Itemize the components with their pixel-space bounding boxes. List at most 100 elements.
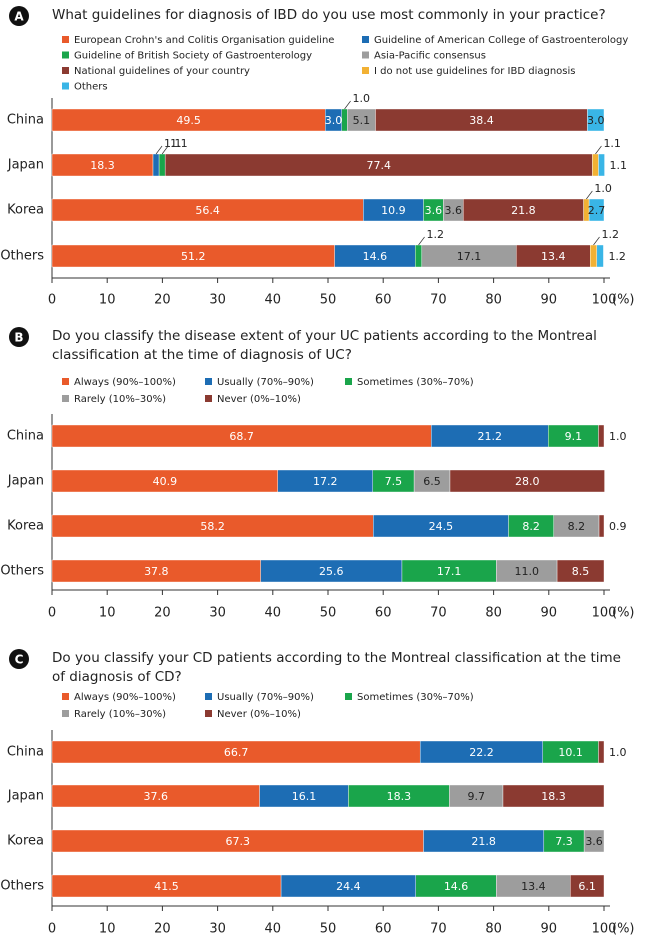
value-label: 1.2 [608,250,626,263]
category-label: Others [0,879,44,894]
x-tick-label: 60 [375,293,392,308]
value-label: 66.7 [224,746,249,759]
value-label: 5.1 [353,114,371,127]
category-label: Japan [7,474,44,489]
legend-swatch [205,693,212,700]
bar-segment [415,244,423,268]
bar-segment [590,244,598,268]
panel-title: Do you classify the disease extent of yo… [52,328,597,363]
x-tick-label: 40 [265,922,282,937]
legend-swatch [345,378,352,385]
value-label: 1.0 [594,182,612,195]
chart: A European Crohn's and Colitis Organisati… [0,6,635,308]
value-label: 17.1 [457,250,482,263]
value-label: 21.8 [511,204,536,217]
legend-swatch [345,693,352,700]
bar-segment [592,153,599,177]
legend-label: Sometimes (30%–70%) [357,692,474,703]
legend-label: Rarely (10%–30%) [74,394,166,405]
panel: A European Crohn's and Colitis Organisati… [0,0,651,315]
leader-line [586,190,593,200]
x-tick-label: 90 [541,922,558,937]
bar-segment [152,153,160,177]
value-label: 37.8 [144,565,169,578]
leader-line [593,236,600,246]
value-label: 1.2 [602,228,620,241]
bar-segment [598,424,605,448]
x-tick-label: 30 [209,293,226,308]
value-label: 16.1 [292,790,317,803]
bar-segment [502,784,605,808]
x-unit: (%) [612,606,635,621]
legend: European Crohn's and Colitis Organisatio… [62,35,628,93]
value-label: 11.0 [514,565,539,578]
panel-title: What guidelines for diagnosis of IBD do … [52,7,606,23]
x-tick-label: 10 [99,922,116,937]
chart: B Always (90%–100%) Usually (70%–90%) Somet… [0,327,635,621]
x-tick-label: 10 [99,606,116,621]
x-tick-label: 50 [320,922,337,937]
value-label: 14.6 [363,250,388,263]
category-label: Others [0,249,44,264]
x-tick-label: 80 [485,606,502,621]
legend-swatch [62,710,69,717]
value-label: 1.0 [609,430,627,443]
x-tick-label: 80 [485,922,502,937]
bar-segment [583,829,605,853]
legend: Always (90%–100%) Usually (70%–90%) Someti… [62,377,474,405]
x-tick-label: 60 [375,922,392,937]
value-label: 0.9 [609,520,627,533]
legend-label: Guideline of American College of Gastroe… [374,35,628,46]
legend-swatch [205,378,212,385]
x-unit: (%) [612,922,635,937]
value-label: 18.3 [90,159,115,172]
x-tick-label: 20 [154,606,171,621]
x-tick-label: 20 [154,293,171,308]
value-label: 3.0 [587,114,605,127]
value-label: 40.9 [153,475,178,488]
x-tick-label: 70 [430,293,447,308]
value-label: 3.0 [325,114,343,127]
legend-label: Guideline of British Society of Gastroen… [74,51,312,62]
x-tick-label: 10 [99,293,116,308]
legend-label: Usually (70%–90%) [217,377,314,388]
value-label: 22.2 [469,746,494,759]
value-label: 25.6 [319,565,344,578]
legend-label: I do not use guidelines for IBD diagnosi… [374,66,575,77]
legend-swatch [62,82,69,90]
x-tick-label: 90 [541,293,558,308]
x-tick-label: 30 [209,606,226,621]
category-label: Japan [7,789,44,804]
legend-swatch [62,378,69,385]
legend-label: Asia-Pacific consensus [374,51,486,62]
leader-line [418,236,425,246]
value-label: 24.4 [336,880,361,893]
legend-swatch [362,67,369,74]
value-label: 10.9 [381,204,406,217]
bar-segment [570,874,605,898]
panel-label: C [15,653,24,667]
value-label: 3.6 [585,835,603,848]
legend-label: Others [74,82,108,93]
category-label: China [7,113,44,128]
bar-segment [598,153,605,177]
legend-swatch [62,395,69,402]
bar-segment [341,108,348,132]
category-label: Others [0,564,44,579]
panel-badge [9,327,29,347]
value-label: 28.0 [515,475,540,488]
value-label: 7.5 [385,475,403,488]
value-label: 38.4 [469,114,494,127]
legend-label: Sometimes (30%–70%) [357,377,474,388]
value-label: 56.4 [195,204,220,217]
legend-label: Rarely (10%–30%) [74,709,166,720]
value-label: 2.7 [588,204,606,217]
value-label: 6.1 [578,880,596,893]
legend-swatch [62,51,69,59]
category-label: China [7,429,44,444]
panel: C Always (90%–100%) Usually (70%–90%) Somet… [0,637,651,943]
value-label: 9.7 [467,790,485,803]
legend-label: Always (90%–100%) [74,377,176,388]
chart: C Always (90%–100%) Usually (70%–90%) Somet… [0,649,635,937]
